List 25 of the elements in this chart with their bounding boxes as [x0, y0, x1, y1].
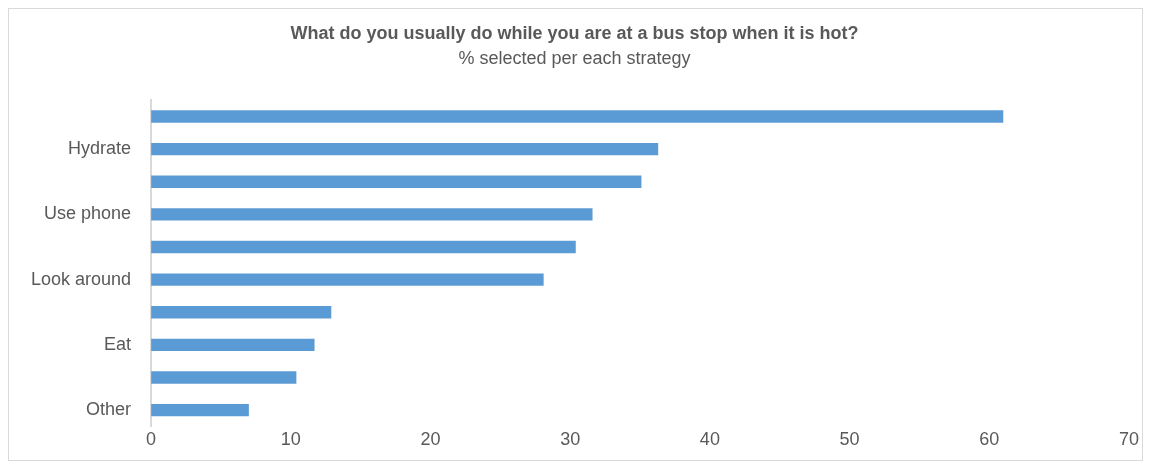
y-tick-label: Use phone [44, 203, 132, 224]
x-tick-label: 0 [146, 429, 157, 450]
bar [151, 273, 544, 286]
bar [151, 371, 297, 384]
x-tick-label: 20 [420, 429, 441, 450]
y-tick-label: Eat [104, 333, 132, 354]
x-tick-label: 30 [560, 429, 581, 450]
bar [151, 403, 249, 417]
bar [151, 175, 642, 188]
bar [151, 306, 332, 319]
bar [151, 338, 315, 352]
y-tick-label: Look around [30, 268, 132, 289]
x-tick-label: 70 [1118, 429, 1139, 450]
bar [151, 208, 593, 221]
chart-subtitle: % selected per each strategy [458, 48, 691, 69]
x-tick-label: 60 [979, 429, 1000, 450]
bar [151, 142, 659, 156]
x-tick-label: 10 [280, 429, 301, 450]
bar [151, 110, 1004, 123]
chart-title: What do you usually do while you are at a bus stop when it is hot? [290, 22, 859, 43]
x-tick-label: 50 [839, 429, 860, 450]
y-tick-label: Other [86, 399, 132, 420]
x-tick-label: 40 [699, 429, 720, 450]
bar [151, 240, 576, 254]
y-tick-label: Hydrate [68, 138, 132, 159]
